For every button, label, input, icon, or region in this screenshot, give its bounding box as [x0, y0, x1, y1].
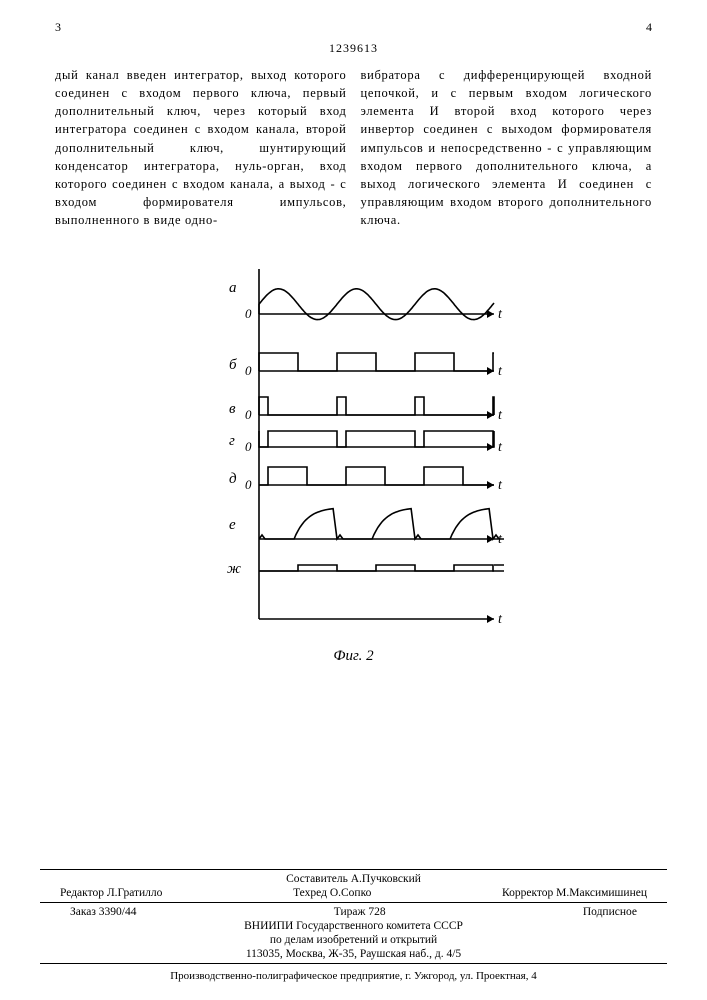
printer-line: Производственно-полиграфическое предприя… — [40, 970, 667, 982]
document-number: 1239613 — [55, 41, 652, 56]
page-header: 3 4 — [55, 20, 652, 35]
svg-text:ж: ж — [227, 561, 241, 577]
svg-text:t: t — [498, 612, 503, 627]
column-right: вибратора с дифференцирующей входной цеп… — [361, 66, 653, 229]
org-line-2: по делам изобретений и открытий — [40, 934, 667, 946]
subscription: Подписное — [583, 906, 637, 918]
order-number: Заказ 3390/44 — [70, 906, 137, 918]
figure-2: t0аt0бt0вt0гt0дtежt Фиг. 2 — [55, 259, 652, 665]
order-row: Заказ 3390/44 Тираж 728 Подписное — [70, 906, 637, 918]
divider — [40, 869, 667, 870]
waveform-diagram: t0аt0бt0вt0гt0дtежt — [204, 259, 504, 639]
svg-text:t: t — [498, 478, 503, 493]
footer: Составитель А.Пучковский Редактор Л.Грат… — [40, 866, 667, 982]
svg-text:в: в — [229, 401, 236, 417]
svg-text:t: t — [498, 408, 503, 423]
svg-text:0: 0 — [245, 477, 252, 492]
svg-text:0: 0 — [245, 306, 252, 321]
svg-text:0: 0 — [245, 439, 252, 454]
techred: Техред О.Сопко — [293, 887, 371, 899]
address-line: 113035, Москва, Ж-35, Раушская наб., д. … — [40, 948, 667, 960]
text-columns: дый канал введен интегратор, выход котор… — [55, 66, 652, 229]
org-line-1: ВНИИПИ Государственного комитета СССР — [40, 920, 667, 932]
credits-row: Редактор Л.Гратилло Техред О.Сопко Корре… — [60, 887, 647, 899]
page-num-left: 3 — [55, 20, 61, 35]
divider — [40, 963, 667, 964]
svg-text:е: е — [229, 517, 236, 533]
page-num-right: 4 — [646, 20, 652, 35]
tirazh: Тираж 728 — [334, 906, 386, 918]
svg-text:t: t — [498, 440, 503, 455]
svg-text:t: t — [498, 307, 503, 322]
svg-text:б: б — [229, 357, 237, 373]
compiler-line: Составитель А.Пучковский — [40, 873, 667, 885]
page: 3 4 1239613 дый канал введен интегратор,… — [0, 0, 707, 1000]
svg-text:0: 0 — [245, 363, 252, 378]
svg-text:0: 0 — [245, 407, 252, 422]
corrector: Корректор М.Максимишинец — [502, 887, 647, 899]
svg-text:t: t — [498, 364, 503, 379]
svg-text:а: а — [229, 280, 237, 296]
editor: Редактор Л.Гратилло — [60, 887, 162, 899]
figure-caption: Фиг. 2 — [55, 648, 652, 665]
divider — [40, 902, 667, 903]
svg-text:г: г — [229, 433, 235, 449]
svg-text:д: д — [229, 471, 237, 487]
column-left: дый канал введен интегратор, выход котор… — [55, 66, 347, 229]
